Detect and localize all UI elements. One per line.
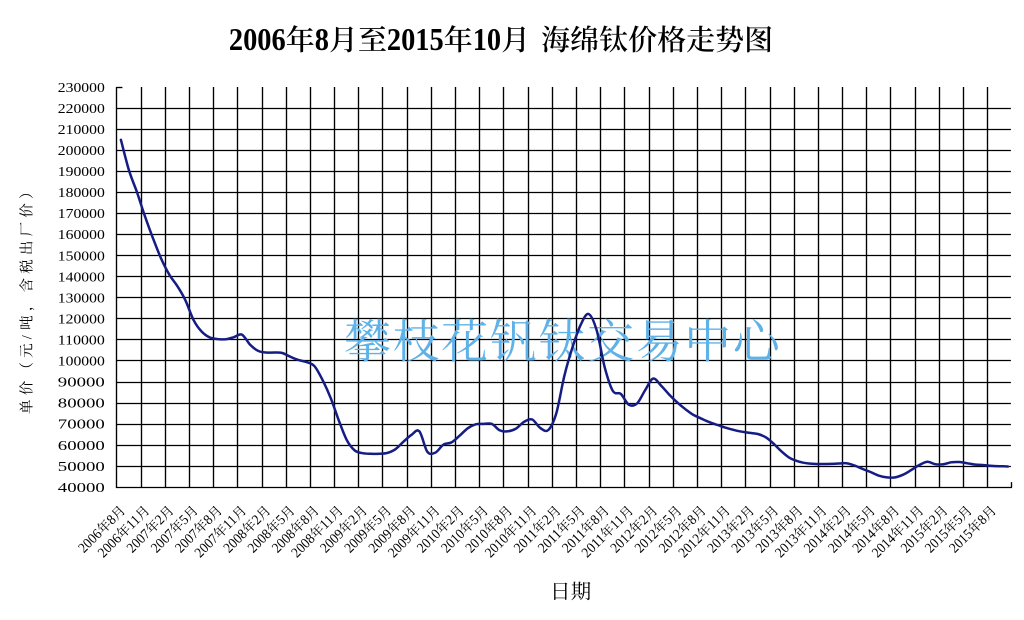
svg-text:170000: 170000 bbox=[58, 206, 105, 221]
svg-text:70000: 70000 bbox=[58, 417, 105, 432]
svg-text:90000: 90000 bbox=[58, 375, 105, 390]
svg-text:210000: 210000 bbox=[58, 122, 105, 137]
svg-text:/: / bbox=[20, 334, 36, 339]
svg-text:2006: 2006 bbox=[229, 21, 286, 57]
svg-text:150000: 150000 bbox=[58, 248, 105, 263]
svg-text:10: 10 bbox=[473, 21, 501, 57]
svg-text:2015: 2015 bbox=[387, 21, 444, 57]
svg-text:60000: 60000 bbox=[58, 438, 105, 453]
svg-text:180000: 180000 bbox=[58, 185, 105, 200]
svg-text:190000: 190000 bbox=[58, 164, 105, 179]
svg-text:160000: 160000 bbox=[58, 227, 105, 242]
svg-text:230000: 230000 bbox=[58, 80, 105, 95]
svg-text:140000: 140000 bbox=[58, 269, 105, 284]
svg-text:130000: 130000 bbox=[58, 290, 105, 305]
svg-text:120000: 120000 bbox=[58, 311, 105, 326]
svg-text:40000: 40000 bbox=[58, 480, 105, 495]
svg-text:220000: 220000 bbox=[58, 101, 105, 116]
svg-text:110000: 110000 bbox=[58, 333, 105, 348]
svg-text:100000: 100000 bbox=[58, 354, 105, 369]
svg-text:8: 8 bbox=[315, 21, 329, 57]
svg-text:50000: 50000 bbox=[58, 459, 105, 474]
svg-text:200000: 200000 bbox=[58, 143, 105, 158]
svg-text:80000: 80000 bbox=[58, 396, 105, 411]
